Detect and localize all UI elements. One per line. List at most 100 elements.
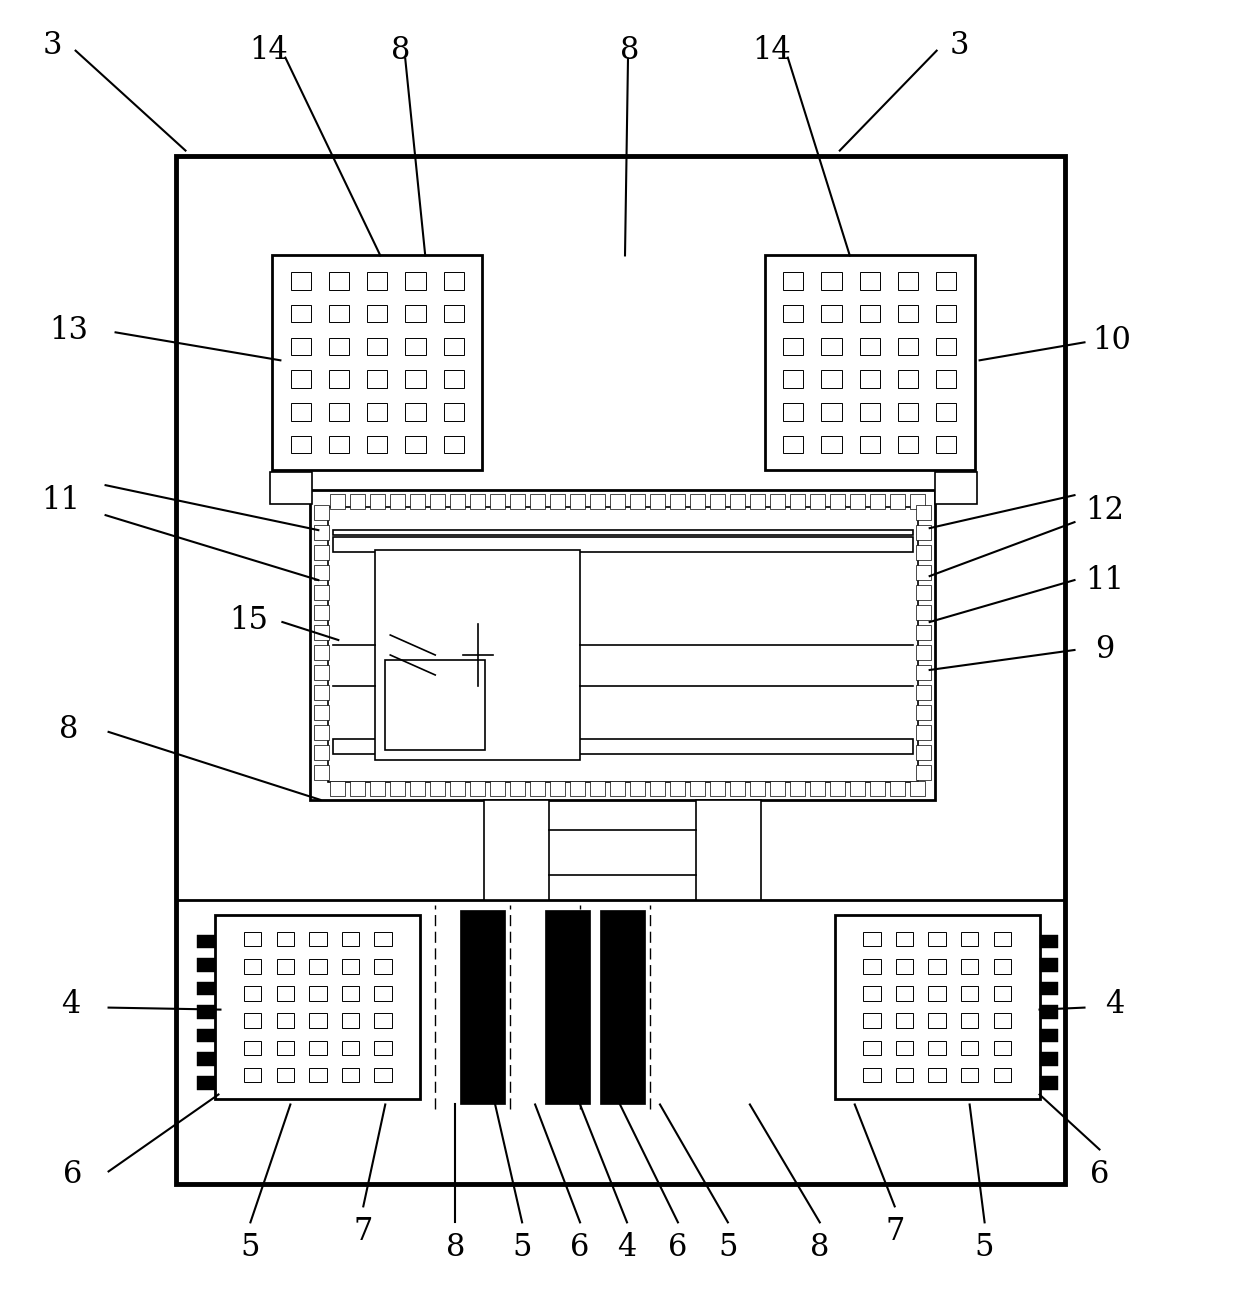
Bar — [451, 780, 466, 796]
Bar — [870, 494, 885, 510]
Bar — [961, 1068, 979, 1082]
Bar — [870, 780, 885, 796]
Bar — [276, 1041, 294, 1055]
Text: 4: 4 — [617, 1232, 636, 1263]
Bar — [1039, 958, 1058, 971]
Bar — [366, 272, 388, 289]
Bar — [936, 338, 956, 355]
Bar — [916, 685, 931, 700]
Bar — [821, 370, 842, 388]
Bar — [276, 987, 294, 1001]
Bar — [610, 780, 625, 796]
Bar — [860, 436, 880, 454]
Bar — [961, 987, 979, 1001]
Bar — [374, 987, 392, 1001]
Text: 7: 7 — [354, 1216, 373, 1247]
Bar — [176, 156, 1064, 1184]
Bar — [329, 304, 349, 322]
Bar — [890, 780, 905, 796]
Bar — [1039, 1076, 1058, 1090]
Bar — [821, 272, 842, 289]
Bar — [935, 472, 976, 504]
Bar — [291, 370, 311, 388]
Bar — [936, 404, 956, 421]
Bar — [783, 436, 803, 454]
Text: 9: 9 — [1094, 635, 1114, 666]
Bar — [314, 765, 329, 780]
Text: 5: 5 — [512, 1232, 532, 1263]
Bar — [860, 304, 880, 322]
Bar — [410, 494, 425, 510]
Bar — [341, 1041, 359, 1055]
Bar — [929, 1041, 946, 1055]
Bar — [314, 645, 329, 660]
Bar — [329, 370, 349, 388]
Bar — [916, 744, 931, 760]
Bar — [710, 780, 725, 796]
Bar — [334, 739, 912, 753]
Bar — [197, 1076, 216, 1090]
Bar — [710, 494, 725, 510]
Bar — [370, 494, 385, 510]
Bar — [769, 780, 784, 796]
Bar — [309, 1041, 326, 1055]
Bar — [276, 958, 294, 974]
Bar — [783, 338, 803, 355]
Bar — [366, 370, 388, 388]
Bar — [451, 494, 466, 510]
Bar — [916, 664, 931, 680]
Bar — [197, 982, 216, 996]
Bar — [341, 1014, 359, 1028]
Bar — [936, 272, 956, 289]
Bar — [650, 494, 665, 510]
Bar — [600, 909, 645, 1104]
Bar — [341, 987, 359, 1001]
Bar — [471, 494, 486, 510]
Bar — [350, 494, 365, 510]
Bar — [443, 404, 464, 421]
Bar — [370, 780, 385, 796]
Bar — [860, 370, 880, 388]
Bar — [1039, 934, 1058, 948]
Bar — [291, 338, 311, 355]
Bar — [366, 404, 388, 421]
Bar — [994, 1068, 1010, 1082]
Bar — [821, 338, 842, 355]
Text: 14: 14 — [753, 35, 791, 66]
Bar — [789, 494, 804, 510]
Bar — [897, 370, 919, 388]
Bar — [690, 780, 705, 796]
Bar — [330, 780, 345, 796]
Bar — [374, 1068, 392, 1082]
Bar — [550, 780, 565, 796]
Bar — [1039, 1053, 1058, 1066]
Bar — [245, 987, 261, 1001]
Bar — [366, 436, 388, 454]
Bar — [860, 338, 880, 355]
Bar — [216, 915, 420, 1099]
Text: 5: 5 — [241, 1232, 260, 1263]
Bar — [314, 685, 329, 700]
Bar — [374, 931, 392, 947]
Bar — [860, 404, 880, 421]
Bar — [510, 780, 525, 796]
Bar — [374, 1014, 392, 1028]
Text: 8: 8 — [620, 35, 640, 66]
Bar — [961, 958, 979, 974]
Bar — [916, 506, 931, 520]
Text: 8: 8 — [446, 1232, 464, 1263]
Bar — [314, 525, 329, 541]
Bar — [994, 958, 1010, 974]
Bar — [484, 800, 548, 899]
Bar — [916, 725, 931, 740]
Bar — [994, 1041, 1010, 1055]
Bar — [385, 660, 486, 749]
Text: 11: 11 — [41, 485, 80, 516]
Bar — [890, 494, 905, 510]
Bar — [550, 494, 565, 510]
Bar — [670, 780, 685, 796]
Bar — [443, 436, 464, 454]
Bar — [835, 915, 1039, 1099]
Bar — [916, 765, 931, 780]
Bar — [366, 304, 388, 322]
